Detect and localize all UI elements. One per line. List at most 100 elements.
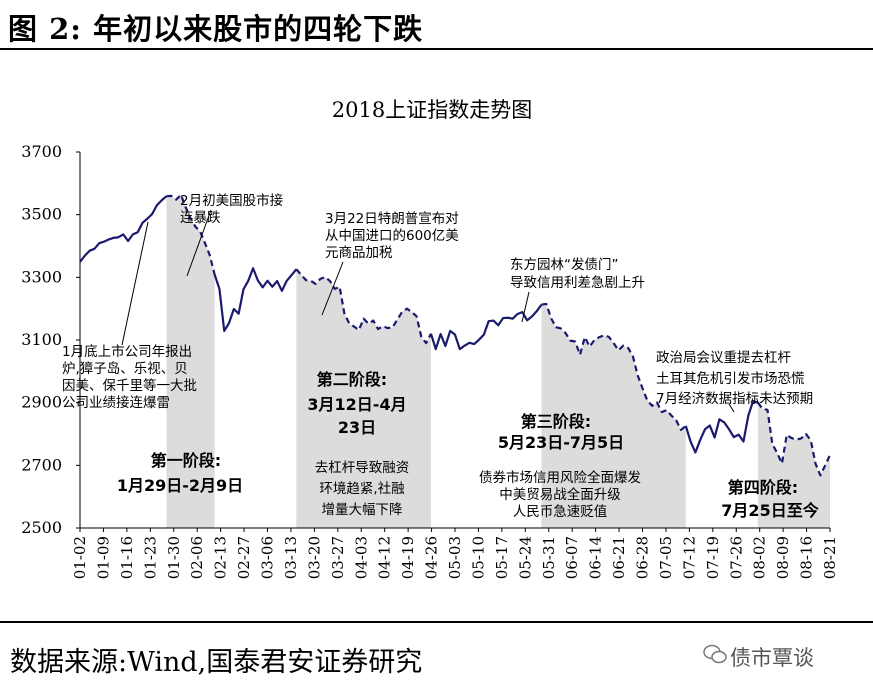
svg-text:公司业绩接连爆雷: 公司业绩接连爆雷 xyxy=(62,394,170,411)
x-tick-label: 01-23 xyxy=(141,536,159,579)
annotation-politburo: 政治局会议重提去杠杆 土耳其危机引发市场恐慌 7月经济数据指标未达预期 xyxy=(656,350,813,407)
stage-label-3: 第三阶段: 5月23日-7月5日 xyxy=(498,412,624,452)
source-note: 数据来源:Wind,国泰君安证券研究 xyxy=(10,647,423,678)
x-tick-label: 05-24 xyxy=(516,536,534,579)
top-rule xyxy=(0,48,873,50)
x-tick-label: 08-09 xyxy=(774,536,792,579)
svg-text:因美、保千里等一大批: 因美、保千里等一大批 xyxy=(62,377,197,394)
leader-line-4 xyxy=(521,291,530,323)
stage-label-4: 第四阶段: 7月25日至今 xyxy=(721,478,818,520)
svg-text:5月23日-7月5日: 5月23日-7月5日 xyxy=(498,433,624,452)
svg-text:第二阶段:: 第二阶段: xyxy=(317,370,387,389)
svg-text:中美贸易战全面升级: 中美贸易战全面升级 xyxy=(499,486,621,503)
y-tick-label: 3700 xyxy=(21,142,62,161)
stage-shade-3 xyxy=(541,303,686,528)
y-tick-label: 3300 xyxy=(21,267,62,286)
x-tick-label: 06-07 xyxy=(563,536,581,579)
watermark: 债市覃谈 xyxy=(730,646,814,670)
x-tick-label: 06-28 xyxy=(634,536,652,579)
series-line xyxy=(79,193,831,477)
svg-text:第一阶段:: 第一阶段: xyxy=(151,451,221,470)
leader-line-3 xyxy=(321,261,344,316)
svg-text:7月25日至今: 7月25日至今 xyxy=(721,501,818,520)
svg-text:元商品加税: 元商品加税 xyxy=(325,245,393,261)
svg-text:导致信用利差急剧上升: 导致信用利差急剧上升 xyxy=(510,275,645,291)
wechat-icon xyxy=(703,644,727,664)
series-segment-dashed xyxy=(757,401,831,477)
x-tick-label: 07-12 xyxy=(680,536,698,579)
annotation-deleverage: 去杠杆导致融资 环境趋紧,社融 增量大幅下降 xyxy=(315,460,410,518)
chart-title: 2018上证指数走势图 xyxy=(332,98,532,122)
stage-shade-2 xyxy=(296,269,431,528)
annotation-dongfang: 东方园林“发债门” 导致信用利差急剧上升 xyxy=(510,257,645,291)
y-tick-label: 2900 xyxy=(21,393,62,412)
series-segment-dashed xyxy=(541,302,687,432)
stage-shade-4 xyxy=(757,402,830,528)
x-tick-label: 05-03 xyxy=(446,536,464,579)
leader-line-2 xyxy=(186,209,212,277)
svg-text:环境趋紧,社融: 环境趋紧,社融 xyxy=(319,481,405,497)
annotation-credit-risk: 债券市场信用风险全面爆发 中美贸易战全面升级 人民币急速贬值 xyxy=(479,469,641,520)
x-tick-label: 07-26 xyxy=(727,536,745,579)
y-tick-label: 3500 xyxy=(21,205,62,224)
svg-text:土耳其危机引发市场恐慌: 土耳其危机引发市场恐慌 xyxy=(656,370,805,387)
x-tick-label: 06-21 xyxy=(610,536,628,579)
stage-shade-1 xyxy=(166,194,215,528)
stage-shades xyxy=(166,194,830,528)
x-tick-label: 01-30 xyxy=(165,536,183,579)
svg-text:3月22日特朗普宣布对: 3月22日特朗普宣布对 xyxy=(325,211,459,227)
annotation-earnings: 1月底上市公司年报出 炉,獐子岛、乐视、贝 因美、保千里等一大批 公司业绩接连爆… xyxy=(62,343,197,411)
x-tick-label: 05-17 xyxy=(493,536,511,579)
svg-text:第三阶段:: 第三阶段: xyxy=(521,412,591,431)
series-segment-dashed xyxy=(166,193,216,275)
svg-text:1月29日-2月9日: 1月29日-2月9日 xyxy=(117,476,243,495)
svg-text:炉,獐子岛、乐视、贝: 炉,獐子岛、乐视、贝 xyxy=(62,361,188,377)
svg-text:东方园林“发债门”: 东方园林“发债门” xyxy=(510,257,619,273)
x-axis: 01-02 01-09 01-16 01-23 01-30 02-06 02-13 02-27… xyxy=(71,527,839,579)
svg-text:7月经济数据指标未达预期: 7月经济数据指标未达预期 xyxy=(656,391,813,407)
svg-text:人民币急速贬值: 人民币急速贬值 xyxy=(513,504,608,520)
y-tick-label: 2500 xyxy=(21,518,62,537)
leader-line-1 xyxy=(121,221,149,346)
x-tick-label: 01-16 xyxy=(118,536,136,579)
y-axis: 2500 2700 2900 3100 3300 3500 3700 xyxy=(21,142,81,537)
x-tick-label: 06-14 xyxy=(587,536,605,579)
figure-title: 图 2: 年初以来股市的四轮下跌 xyxy=(8,12,424,46)
x-tick-label: 08-21 xyxy=(821,536,839,579)
x-tick-label: 03-13 xyxy=(282,536,300,579)
x-tick-label: 07-05 xyxy=(657,536,675,579)
svg-text:从中国进口的600亿美: 从中国进口的600亿美 xyxy=(325,228,459,244)
svg-text:2月初美国股市接: 2月初美国股市接 xyxy=(180,192,283,209)
svg-text:债券市场信用风险全面爆发: 债券市场信用风险全面爆发 xyxy=(479,469,641,486)
x-tick-label: 07-19 xyxy=(704,536,722,579)
stage-label-1: 第一阶段: 1月29日-2月9日 xyxy=(117,451,243,495)
bottom-rule xyxy=(0,621,873,623)
x-tick-label: 02-06 xyxy=(188,536,206,579)
x-tick-label: 01-09 xyxy=(94,536,112,579)
stage-label-2: 第二阶段: 3月12日-4月 23日 xyxy=(307,370,406,437)
svg-text:连暴跌: 连暴跌 xyxy=(180,210,221,226)
y-tick-label: 2700 xyxy=(21,455,62,474)
svg-text:第四阶段:: 第四阶段: xyxy=(728,478,798,497)
y-tick-label: 3100 xyxy=(21,330,62,349)
x-tick-label: 03-27 xyxy=(329,536,347,579)
x-tick-label: 02-27 xyxy=(235,536,253,579)
svg-text:1月底上市公司年报出: 1月底上市公司年报出 xyxy=(62,343,192,360)
x-tick-label: 03-20 xyxy=(305,536,323,579)
svg-text:3月12日-4月: 3月12日-4月 xyxy=(307,395,406,414)
x-tick-label: 08-02 xyxy=(751,536,769,579)
x-tick-label: 02-13 xyxy=(212,536,230,579)
line-chart: 2018上证指数走势图 2500 2700 2900 3100 3300 3500 3700… xyxy=(21,98,839,579)
annotation-us-stocks: 2月初美国股市接 连暴跌 xyxy=(180,192,283,226)
x-tick-label: 08-16 xyxy=(798,536,816,579)
series-segment-dashed xyxy=(295,268,432,345)
x-tick-label: 04-12 xyxy=(376,536,394,579)
svg-text:政治局会议重提去杠杆: 政治局会议重提去杠杆 xyxy=(656,350,791,366)
x-tick-label: 05-10 xyxy=(469,536,487,579)
series-segment-solid xyxy=(213,267,298,333)
series-segment-solid xyxy=(79,195,168,263)
svg-text:增量大幅下降: 增量大幅下降 xyxy=(322,502,403,518)
annotation-tariff: 3月22日特朗普宣布对 从中国进口的600亿美 元商品加税 xyxy=(325,211,459,261)
leader-line-5 xyxy=(728,403,735,413)
x-tick-label: 05-31 xyxy=(540,536,558,579)
